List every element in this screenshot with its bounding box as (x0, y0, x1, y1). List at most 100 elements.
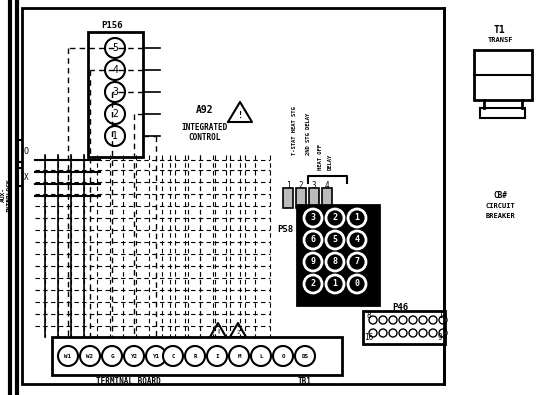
Text: DELAY: DELAY (327, 154, 332, 170)
Text: O: O (281, 354, 285, 359)
Circle shape (379, 329, 387, 337)
Circle shape (326, 275, 344, 293)
Circle shape (348, 209, 366, 227)
Circle shape (304, 209, 322, 227)
Text: 5: 5 (332, 235, 337, 245)
Circle shape (369, 316, 377, 324)
Text: 4: 4 (355, 235, 360, 245)
Text: 3: 3 (112, 87, 118, 97)
Circle shape (326, 231, 344, 249)
Circle shape (399, 316, 407, 324)
Circle shape (379, 316, 387, 324)
Text: 9: 9 (310, 258, 315, 267)
Text: 1: 1 (332, 280, 337, 288)
Text: INTEGRATED: INTEGRATED (182, 124, 228, 132)
Circle shape (295, 346, 315, 366)
Text: L: L (259, 354, 263, 359)
Text: W2: W2 (86, 354, 94, 359)
Text: CONTROL: CONTROL (189, 134, 221, 143)
Text: TERMINAL BOARD: TERMINAL BOARD (96, 378, 160, 386)
Circle shape (409, 329, 417, 337)
Bar (309, 188, 319, 208)
Text: CIRCUIT: CIRCUIT (485, 203, 515, 209)
Text: 1: 1 (286, 181, 290, 190)
Circle shape (348, 231, 366, 249)
Text: P58: P58 (277, 226, 293, 235)
Text: DS: DS (301, 354, 309, 359)
Text: 0: 0 (355, 280, 360, 288)
Text: 7: 7 (355, 258, 360, 267)
Circle shape (229, 346, 249, 366)
Circle shape (105, 60, 125, 80)
Circle shape (439, 329, 447, 337)
Circle shape (304, 275, 322, 293)
Circle shape (146, 346, 166, 366)
Circle shape (207, 346, 227, 366)
Circle shape (273, 346, 293, 366)
Bar (480, 108, 525, 118)
Text: A92: A92 (196, 105, 214, 115)
Text: W1: W1 (64, 354, 71, 359)
Text: !: ! (216, 329, 220, 335)
Text: 2: 2 (112, 109, 118, 119)
Text: 8: 8 (332, 258, 337, 267)
Bar (52, 337, 342, 375)
Text: AUX-
INTERLOCK: AUX- INTERLOCK (1, 178, 12, 212)
Circle shape (102, 346, 122, 366)
Circle shape (419, 329, 427, 337)
Circle shape (105, 38, 125, 58)
Circle shape (369, 329, 377, 337)
Text: CB#: CB# (493, 190, 507, 199)
Bar (22, 8, 444, 384)
Text: C: C (171, 354, 175, 359)
Text: O: O (23, 147, 28, 156)
Circle shape (389, 329, 397, 337)
Circle shape (429, 329, 437, 337)
Text: T-STAT HEAT STG: T-STAT HEAT STG (293, 106, 297, 155)
Circle shape (429, 316, 437, 324)
Text: 4: 4 (325, 181, 329, 190)
Bar (88, 32, 143, 157)
Text: 2ND STG DELAY: 2ND STG DELAY (305, 113, 310, 155)
Circle shape (399, 329, 407, 337)
Text: T1: T1 (494, 25, 506, 35)
Circle shape (80, 346, 100, 366)
Circle shape (124, 346, 144, 366)
Circle shape (326, 253, 344, 271)
Circle shape (439, 316, 447, 324)
Text: 4: 4 (112, 65, 118, 75)
Text: 16: 16 (365, 333, 373, 342)
Bar (17, 140, 35, 162)
Circle shape (348, 253, 366, 271)
Text: 1: 1 (355, 214, 360, 222)
Text: !: ! (238, 111, 243, 120)
Text: 3: 3 (310, 214, 315, 222)
Text: X: X (24, 173, 28, 181)
Circle shape (105, 104, 125, 124)
Circle shape (185, 346, 205, 366)
Circle shape (348, 275, 366, 293)
Text: I: I (216, 354, 219, 359)
Bar (283, 188, 293, 208)
Text: 2: 2 (310, 280, 315, 288)
Text: 2: 2 (237, 329, 240, 335)
Text: P46: P46 (392, 303, 408, 312)
Circle shape (409, 316, 417, 324)
Bar (322, 188, 332, 208)
Text: BREAKER: BREAKER (485, 213, 515, 219)
Text: Y2: Y2 (131, 354, 137, 359)
Circle shape (419, 316, 427, 324)
Text: 8: 8 (367, 312, 371, 320)
Circle shape (105, 82, 125, 102)
Bar (17, 168, 35, 186)
Bar (363, 311, 445, 344)
Text: 2: 2 (299, 181, 303, 190)
Text: 1: 1 (112, 131, 118, 141)
Text: 6: 6 (310, 235, 315, 245)
Text: P156: P156 (101, 21, 123, 30)
Text: TRANSF: TRANSF (488, 37, 513, 43)
Text: 5: 5 (112, 43, 118, 53)
Circle shape (163, 346, 183, 366)
Circle shape (251, 346, 271, 366)
Circle shape (304, 253, 322, 271)
